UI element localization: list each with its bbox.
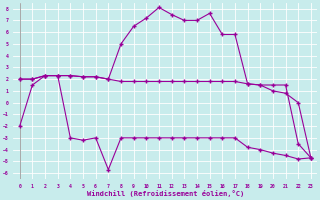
X-axis label: Windchill (Refroidissement éolien,°C): Windchill (Refroidissement éolien,°C) [87, 190, 244, 197]
